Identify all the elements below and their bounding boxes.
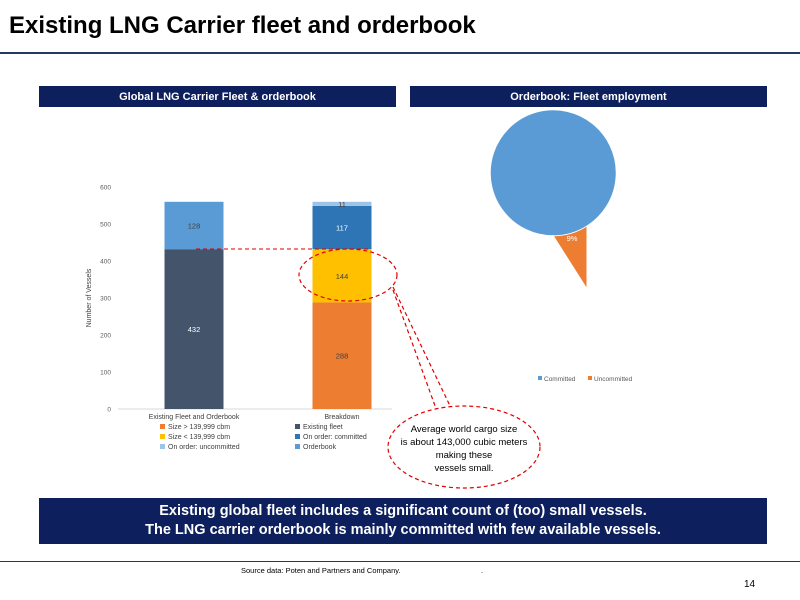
bar-segment (312, 201, 372, 206)
bar-segment (312, 302, 372, 409)
y-tick-label: 400 (100, 259, 111, 266)
legend-swatch (295, 444, 300, 449)
pie-slice (552, 225, 588, 291)
legend-swatch (160, 424, 165, 429)
legend-swatch (295, 434, 300, 439)
y-axis-title: Number of Vessels (86, 268, 93, 327)
legend-label: On order: uncommitted (168, 444, 240, 451)
pie-label: 9% (567, 234, 578, 243)
employment-pie-chart: 91% 9% Committed Uncommitted (489, 109, 633, 383)
data-label: 11 (338, 200, 346, 209)
data-label: 128 (188, 221, 201, 230)
y-tick-label: 500 (100, 222, 111, 229)
data-label: 432 (188, 325, 201, 334)
bar-segment (312, 249, 372, 303)
data-label: 117 (336, 224, 348, 233)
y-tick-label: 0 (107, 407, 111, 414)
page-title: Existing LNG Carrier fleet and orderbook (9, 12, 476, 39)
data-label: 288 (336, 352, 349, 361)
pie-legend-swatch (538, 376, 542, 380)
legend-swatch (295, 424, 300, 429)
y-tick-label: 600 (100, 185, 111, 192)
bar-segment (164, 249, 224, 409)
annotation-layer: Average world cargo size is about 143,00… (196, 248, 541, 489)
fleet-bar-chart: 0 100 200 300 400 500 600 Number of Vessels 432 1… (86, 185, 392, 451)
callout-ellipse (387, 405, 541, 489)
banner-line-2: The LNG carrier orderbook is mainly comm… (145, 522, 661, 538)
callout-line-2: is about 143,000 cubic meters (401, 437, 528, 448)
legend-swatch (160, 434, 165, 439)
legend-label: Existing fleet (303, 424, 343, 431)
legend-swatch (160, 444, 165, 449)
bar-segment (312, 205, 372, 250)
callout-line-1: Average world cargo size (411, 424, 518, 435)
employment-chart-header: Orderbook: Fleet employment (410, 86, 767, 107)
legend-label: Size < 139,999 cbm (168, 434, 230, 441)
data-label: 144 (336, 272, 349, 281)
source-note: Source data: Poten and Partners and Comp… (241, 566, 401, 575)
pie-legend-label: Committed (544, 376, 576, 383)
key-takeaway-banner: Existing global fleet includes a signifi… (39, 498, 767, 544)
legend-label: Size > 139,999 cbm (168, 424, 230, 431)
y-tick-label: 200 (100, 333, 111, 340)
callout-line-4: vessels small. (434, 463, 493, 474)
legend-label: On order: committed (303, 434, 367, 441)
callout-pointer-upper (392, 286, 453, 411)
title-divider (0, 52, 800, 54)
highlight-ellipse (298, 248, 398, 302)
pie-label: 91% (597, 332, 612, 341)
y-tick-label: 300 (100, 296, 111, 303)
page-number: 14 (744, 579, 756, 590)
callout-pointer-lower (392, 289, 439, 415)
callout-line-3: making these (436, 450, 493, 461)
footer-dot: . (481, 566, 484, 575)
fleet-chart-header: Global LNG Carrier Fleet & orderbook (39, 86, 396, 107)
y-tick-label: 100 (100, 370, 111, 377)
pie-legend-swatch (588, 376, 592, 380)
legend-label: Orderbook (303, 444, 337, 451)
bar-segment (164, 201, 224, 250)
category-label: Breakdown (324, 414, 359, 421)
pie-legend-label: Uncommitted (594, 376, 633, 383)
footer-divider (0, 561, 800, 562)
pie-slice (489, 109, 617, 291)
banner-line-1: Existing global fleet includes a signifi… (159, 503, 647, 519)
category-label: Existing Fleet and Orderbook (149, 414, 240, 421)
